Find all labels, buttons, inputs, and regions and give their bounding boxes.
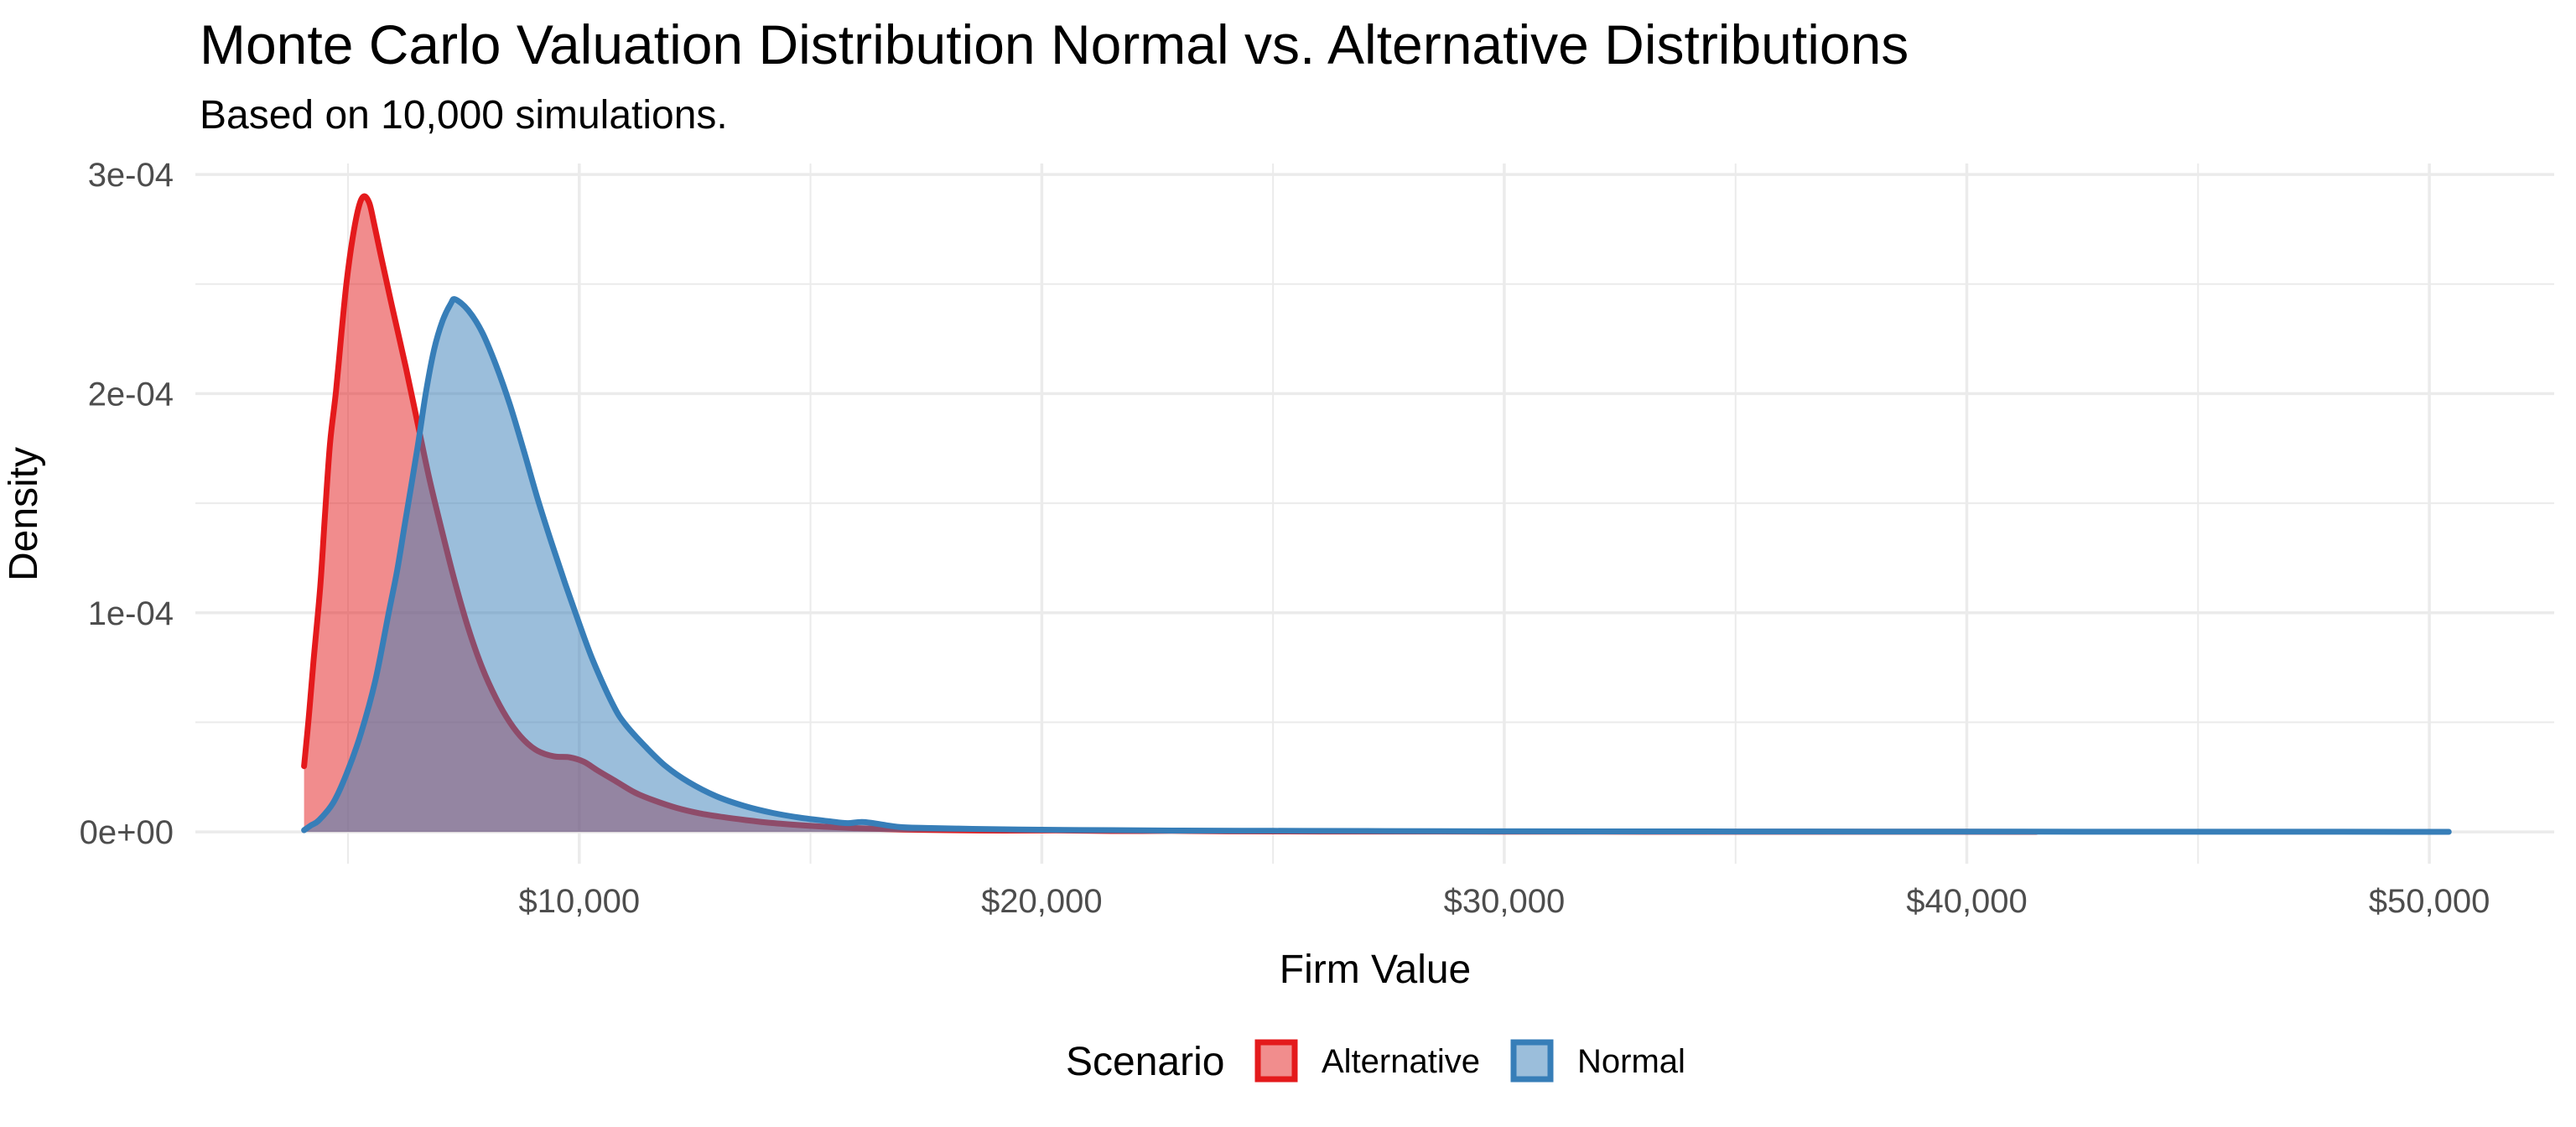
x-axis-tick-labels: $10,000 $20,000 $30,000 $40,000 $50,000 bbox=[519, 883, 2490, 920]
y-tick-label: 1e-04 bbox=[88, 595, 174, 632]
x-tick-label: $40,000 bbox=[1906, 883, 2028, 920]
chart-title: Monte Carlo Valuation Distribution Norma… bbox=[200, 13, 1909, 75]
legend-title: Scenario bbox=[1066, 1040, 1224, 1084]
y-axis-title: Density bbox=[2, 447, 46, 581]
density-area-normal bbox=[304, 299, 2449, 833]
x-axis-title: Firm Value bbox=[1280, 948, 1472, 992]
density-line-normal bbox=[301, 296, 2452, 835]
legend-swatch-alternative bbox=[1254, 1039, 1298, 1083]
legend-swatch-normal bbox=[1510, 1039, 1554, 1083]
density-series bbox=[301, 193, 2452, 835]
chart-subtitle: Based on 10,000 simulations. bbox=[200, 93, 728, 138]
legend: Scenario Alternative Normal bbox=[1066, 1039, 1685, 1084]
x-tick-label: $30,000 bbox=[1444, 883, 1566, 920]
x-tick-label: $20,000 bbox=[981, 883, 1103, 920]
y-tick-label: 0e+00 bbox=[80, 814, 174, 851]
x-tick-label: $50,000 bbox=[2369, 883, 2490, 920]
legend-label-normal: Normal bbox=[1577, 1043, 1685, 1080]
y-tick-label: 2e-04 bbox=[88, 376, 174, 413]
legend-label-alternative: Alternative bbox=[1322, 1043, 1480, 1080]
x-tick-label: $10,000 bbox=[519, 883, 641, 920]
y-tick-label: 3e-04 bbox=[88, 157, 174, 194]
y-axis-tick-labels: 0e+00 1e-04 2e-04 3e-04 bbox=[80, 157, 174, 851]
